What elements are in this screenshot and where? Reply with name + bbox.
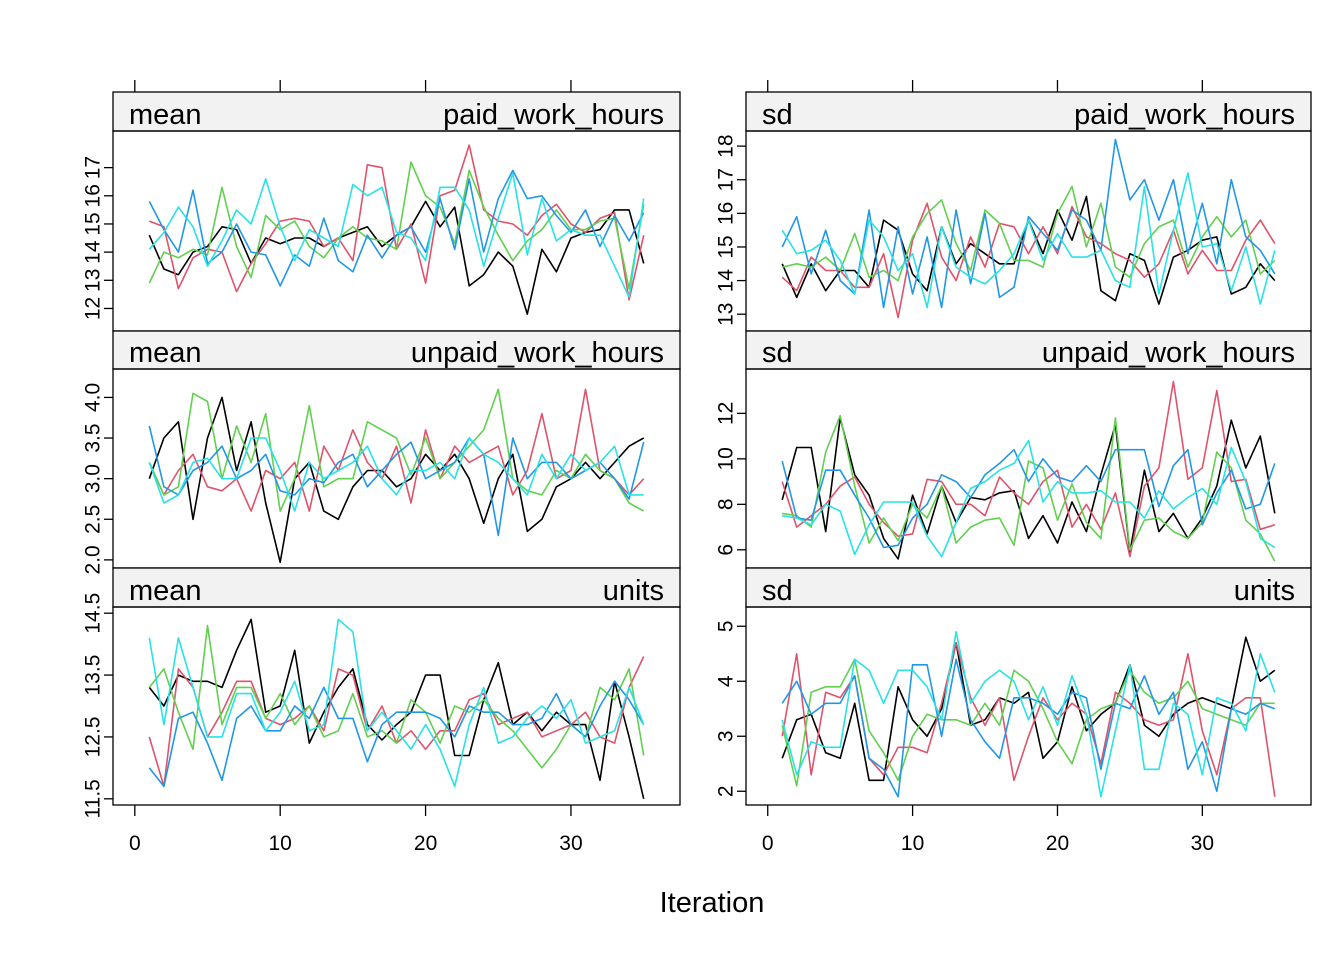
y-tick-label: 2: [714, 785, 737, 797]
y-tick-label: 15: [714, 235, 737, 258]
y-tick-label: 4: [714, 675, 737, 687]
series-line-5: [148, 172, 645, 298]
x-tick-label: 10: [269, 832, 292, 855]
series-line-5: [782, 439, 1276, 558]
plot-frame: [112, 606, 681, 806]
series-line-1: [781, 636, 1276, 782]
x-tick-label: 20: [1046, 832, 1069, 855]
x-tick-label: 20: [414, 832, 437, 855]
strip-label-left: mean: [129, 337, 202, 369]
series-line-5: [148, 437, 644, 512]
y-tick-label: 3.0: [81, 464, 104, 493]
y-tick-label: 3: [714, 730, 737, 742]
series-line-2: [148, 388, 645, 512]
panel-3-2: sd units 2 3 4 5 0 10 20 30: [714, 567, 1312, 855]
series-line-3: [148, 388, 645, 512]
plot-frame: [745, 606, 1312, 806]
y-tick-label: 16: [81, 184, 104, 207]
strip-background: [112, 91, 681, 132]
y-tick-label: 8: [714, 498, 737, 510]
series-line-3: [782, 414, 1276, 562]
series-line-3: [782, 185, 1276, 282]
strip-label-right: units: [1234, 575, 1295, 607]
y-tick-label: 14: [81, 240, 104, 264]
panel-2-2: sd unpaid_work_hours 6 8 10 12: [714, 330, 1312, 569]
strip-label-left: mean: [129, 99, 202, 131]
strip-label-right: paid_work_hours: [1074, 99, 1295, 131]
strip-label-left: sd: [762, 575, 793, 607]
x-tick-label: 30: [1191, 832, 1214, 855]
series-line-5: [781, 631, 1276, 798]
x-tick-label: 0: [129, 832, 141, 855]
panel-3-1: mean units 11.5 12.5 13.5 14.5 0 10 20 30: [81, 567, 681, 855]
series-line-3: [148, 161, 645, 290]
strip-label-right: units: [603, 575, 664, 607]
strip-label-left: sd: [762, 337, 793, 369]
series-line-4: [781, 448, 1276, 549]
panel-2-1: mean unpaid_work_hours 2.0 2.5 3.0 3.5 4.0: [81, 330, 681, 574]
x-tick-label: 30: [559, 832, 582, 855]
y-tick-label: 4.0: [81, 383, 104, 412]
panels-layer: mean paid_work_hours 12 13 14 15 16 17 sd paid_wo…: [81, 80, 1312, 855]
series-line-4: [148, 169, 645, 287]
series-line-5: [148, 618, 645, 788]
panel-1-2: sd paid_work_hours 13 14 15 16 17 18: [714, 80, 1312, 332]
series-line-4: [781, 138, 1276, 309]
y-tick-label: 18: [714, 134, 737, 157]
y-tick-label: 13: [714, 303, 737, 326]
strip-background: [745, 91, 1312, 132]
y-tick-label: 15: [81, 212, 104, 235]
strip-background: [112, 567, 681, 608]
y-tick-label: 10: [714, 447, 737, 470]
strip-label-right: paid_work_hours: [443, 99, 664, 131]
y-tick-label: 11.5: [81, 779, 104, 818]
strip-label-left: sd: [762, 99, 793, 131]
series-line-5: [781, 172, 1276, 309]
y-tick-label: 14: [714, 269, 737, 293]
y-tick-label: 16: [714, 202, 737, 225]
y-tick-label: 13.5: [81, 655, 104, 696]
series-line-3: [148, 624, 645, 769]
y-tick-label: 17: [81, 156, 104, 179]
y-tick-label: 12: [714, 402, 737, 425]
panel-1-1: mean paid_work_hours 12 13 14 15 16 17: [81, 80, 681, 332]
y-tick-label: 5: [714, 620, 737, 632]
x-tick-label: 10: [901, 832, 924, 855]
strip-label-left: mean: [129, 575, 202, 607]
y-tick-label: 17: [714, 168, 737, 191]
y-tick-label: 12.5: [81, 717, 104, 758]
strip-background: [112, 330, 681, 370]
y-tick-label: 12: [81, 297, 104, 320]
series-line-3: [781, 658, 1275, 787]
series-line-2: [781, 202, 1276, 319]
x-axis-title: Iteration: [660, 887, 765, 919]
series-line-4: [148, 425, 645, 537]
x-tick-label: 0: [762, 832, 774, 855]
y-tick-label: 14.5: [81, 593, 104, 634]
y-tick-label: 3.5: [81, 423, 104, 452]
series-line-1: [148, 618, 645, 799]
strip-label-right: unpaid_work_hours: [411, 337, 664, 369]
strip-background: [745, 330, 1312, 370]
series-line-1: [781, 417, 1276, 560]
strip-label-right: unpaid_work_hours: [1042, 337, 1295, 369]
y-tick-label: 6: [714, 544, 737, 556]
y-tick-label: 2.0: [81, 545, 104, 574]
y-tick-label: 2.5: [81, 505, 104, 534]
y-tick-label: 13: [81, 269, 104, 292]
series-line-4: [781, 658, 1276, 798]
strip-background: [745, 567, 1312, 608]
series-line-4: [148, 680, 645, 788]
